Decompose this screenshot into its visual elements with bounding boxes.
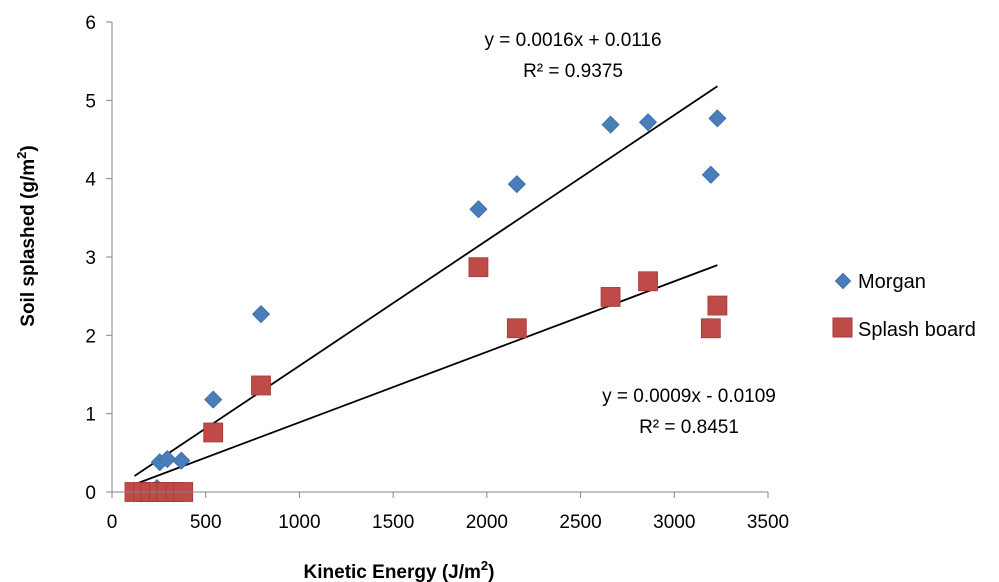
data-markers [124, 109, 728, 502]
x-tick-label: 3500 [747, 512, 789, 533]
data-point-splash-board [251, 375, 271, 396]
data-point-morgan [469, 200, 488, 219]
splash-board-equation-label: y = 0.0009x - 0.0109 [602, 386, 776, 407]
y-tick-label: 4 [85, 170, 96, 191]
data-point-morgan [251, 305, 271, 324]
x-tick-label: 2000 [466, 512, 508, 533]
x-tick-label: 1000 [278, 512, 320, 533]
x-tick-label: 3000 [653, 512, 695, 533]
data-point-morgan [204, 390, 223, 409]
y-axis-title: Soil splashed (g/m2) [14, 145, 39, 326]
legend-item-splash-board: Splash board [832, 317, 976, 341]
data-point-morgan [708, 109, 727, 128]
x-tick-label: 2500 [559, 512, 601, 533]
data-point-morgan [507, 175, 526, 194]
y-axis-title-superscript: 2 [14, 152, 29, 159]
data-point-splash-board [203, 422, 224, 443]
data-point-morgan [601, 115, 620, 134]
data-point-splash-board [707, 295, 728, 316]
y-tick-label: 0 [85, 483, 96, 504]
axes: 0 1 2 3 4 5 6 0 500 1000 1500 2000 2500 3000 3500 [85, 13, 789, 533]
y-tick-label: 6 [85, 13, 96, 34]
y-tick-label: 3 [85, 248, 96, 269]
data-point-splash-board [506, 318, 527, 339]
legend: Morgan Splash board [832, 271, 976, 341]
legend-item-morgan: Morgan [834, 271, 926, 293]
legend-marker-morgan [834, 272, 852, 290]
trendline-morgan [133, 85, 718, 477]
legend-marker-splash-board [832, 317, 853, 338]
x-tick-label: 1500 [372, 512, 414, 533]
data-point-morgan [638, 113, 658, 132]
morgan-r2-label: R² = 0.9375 [523, 61, 623, 82]
y-tick-label: 5 [85, 91, 96, 112]
splash-board-r2-label: R² = 0.8451 [639, 417, 739, 438]
trendline-splash-board [134, 264, 718, 486]
x-axis-title-superscript: 2 [481, 558, 488, 573]
x-axis-title: Kinetic Energy (J/m2) [304, 558, 495, 582]
data-point-splash-board [700, 318, 721, 339]
y-tick-label: 2 [85, 326, 96, 347]
y-tick-label: 1 [85, 405, 96, 426]
x-tick-label: 500 [190, 512, 222, 533]
morgan-equation-label: y = 0.0016x + 0.0116 [484, 30, 661, 51]
data-point-splash-board [468, 257, 489, 278]
legend-label-morgan: Morgan [858, 271, 926, 293]
legend-label-splash-board: Splash board [858, 319, 976, 341]
data-point-morgan [172, 451, 191, 470]
data-point-splash-board [638, 271, 658, 292]
data-point-morgan [701, 165, 720, 184]
data-point-splash-board [600, 287, 621, 307]
x-tick-label: 0 [107, 512, 118, 533]
data-point-morgan [158, 450, 177, 469]
